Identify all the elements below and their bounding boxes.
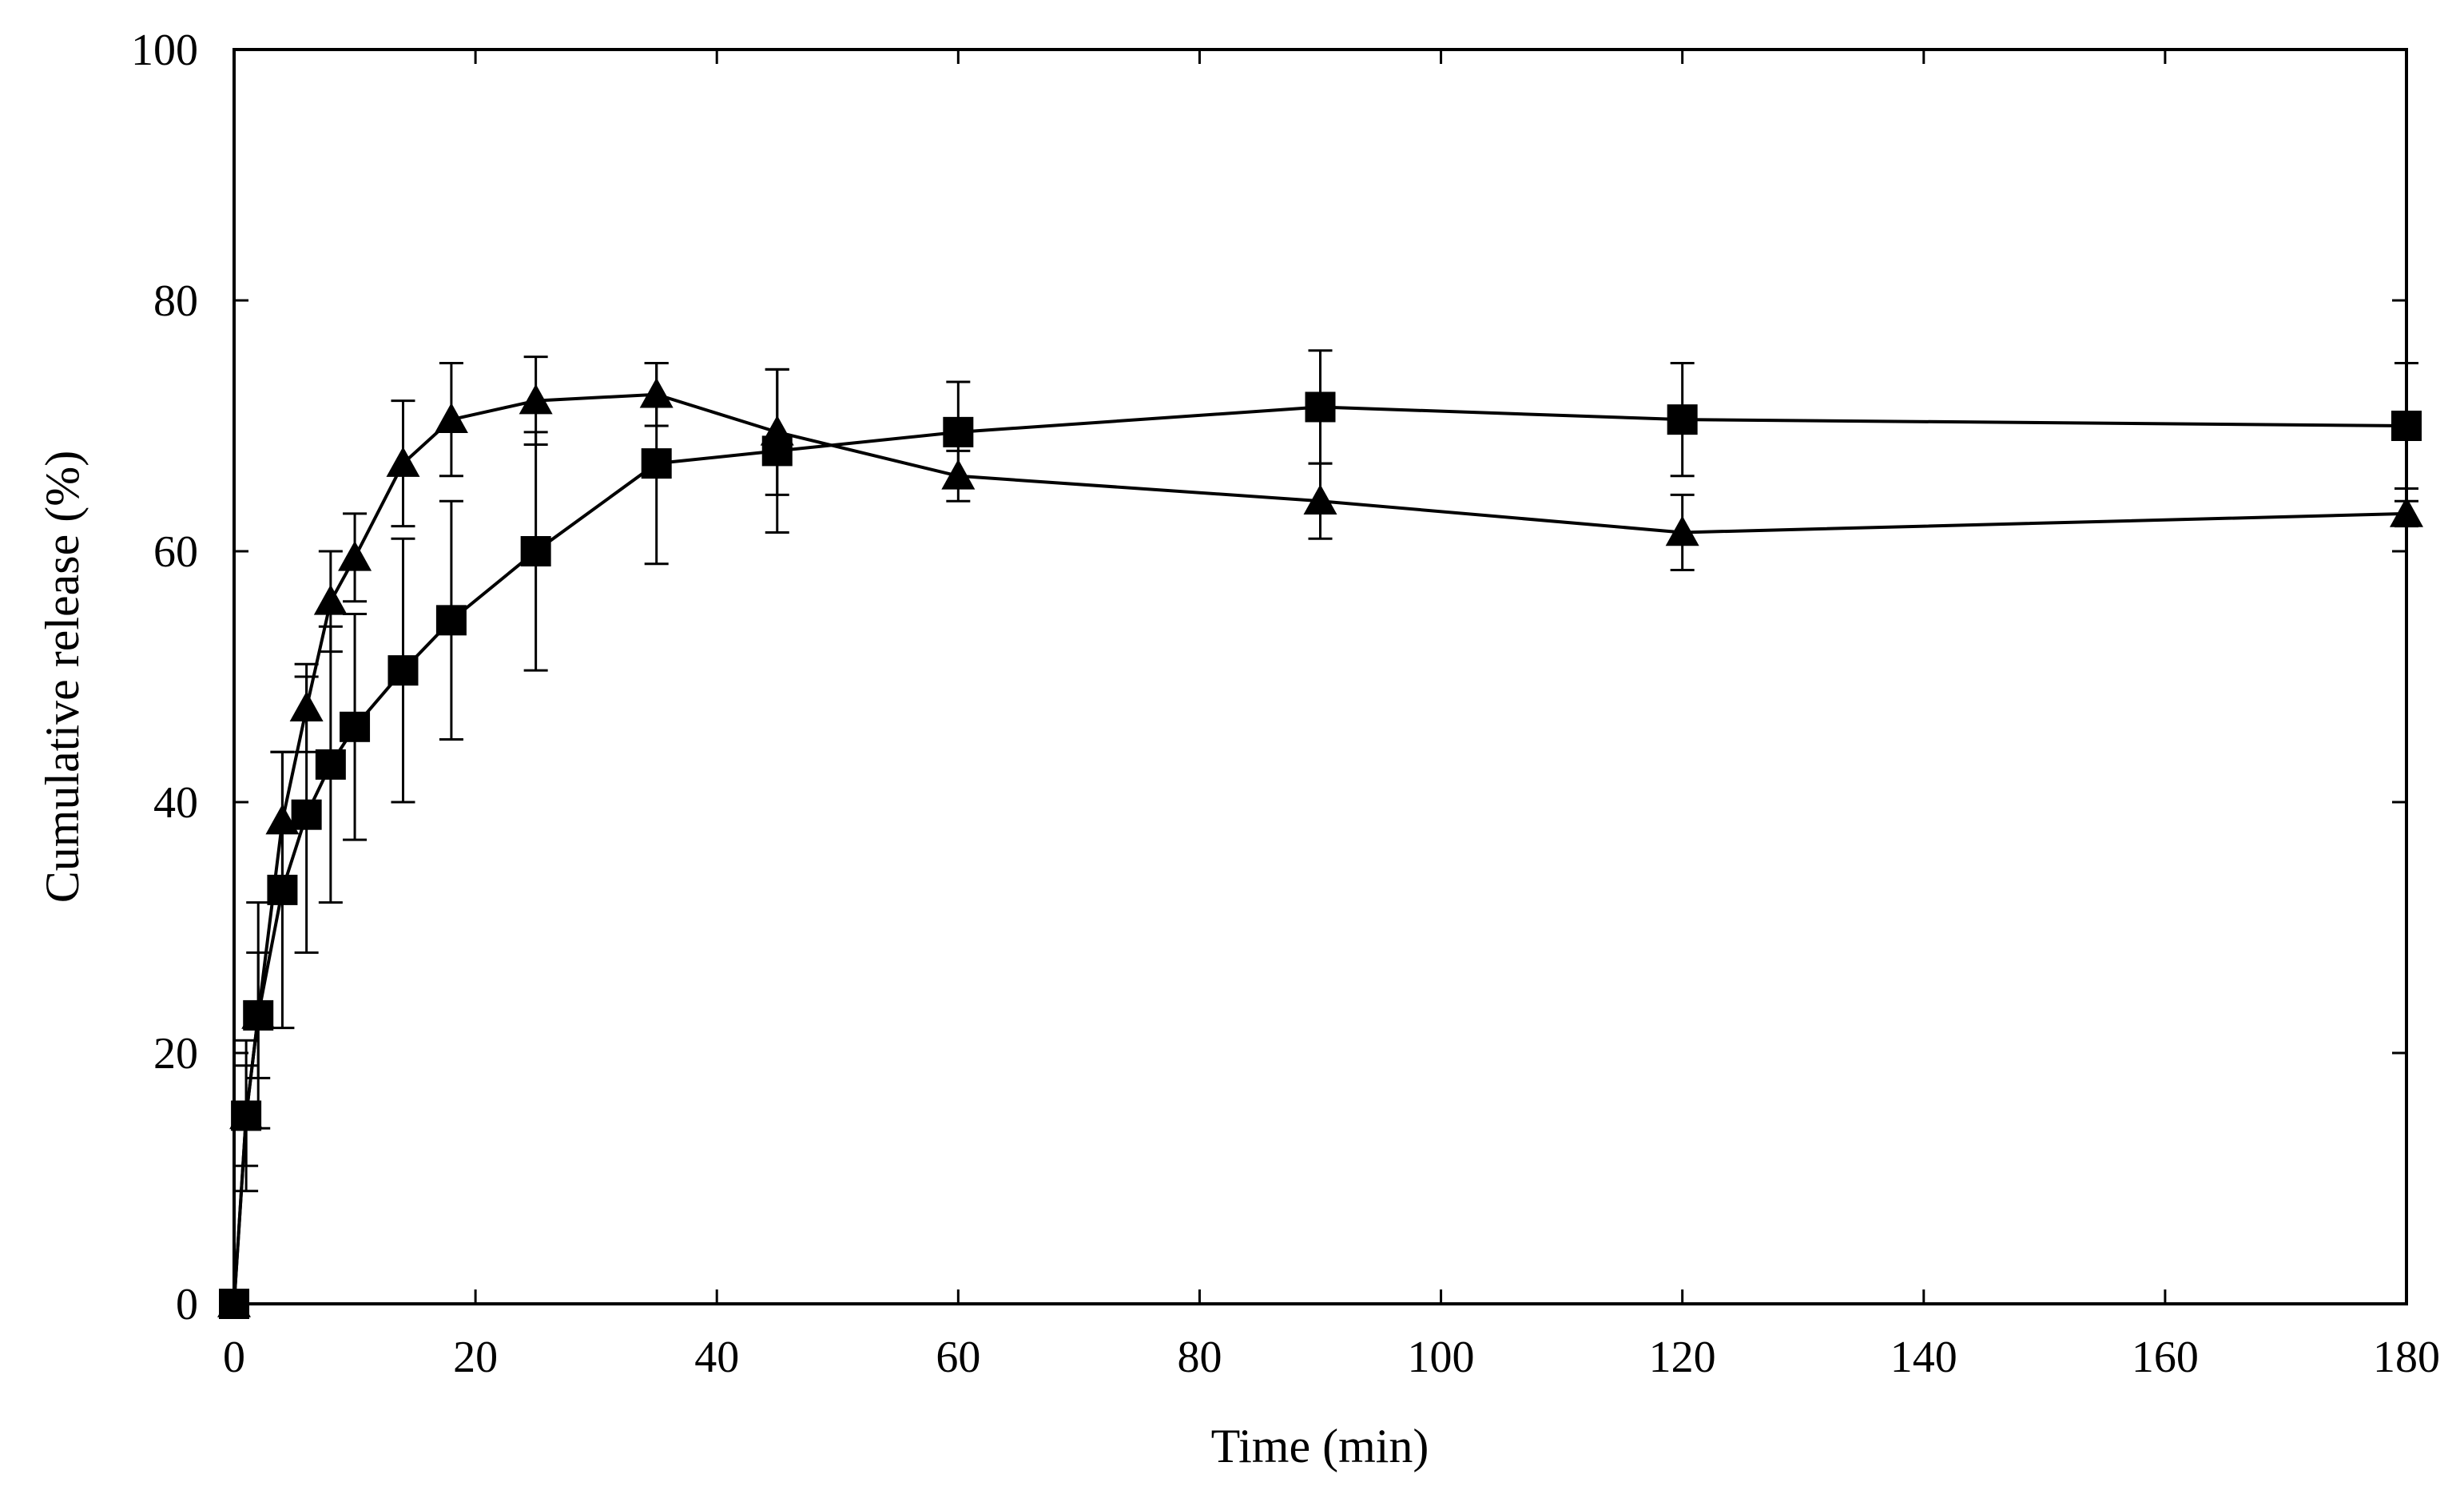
x-tick-label: 20 — [453, 1333, 498, 1382]
data-point-triangle — [1303, 484, 1337, 515]
data-point-triangle — [2390, 496, 2423, 527]
data-point-square — [520, 536, 551, 566]
data-point-triangle — [241, 998, 276, 1029]
data-point-triangle — [289, 691, 324, 722]
data-point-triangle — [386, 447, 420, 477]
data-point-triangle — [941, 459, 976, 490]
data-point-square — [641, 448, 672, 479]
data-point-triangle — [1665, 515, 1699, 546]
x-tick-label: 60 — [936, 1333, 980, 1382]
data-point-square — [2391, 411, 2422, 441]
data-point-square — [435, 605, 467, 636]
y-tick-label: 0 — [176, 1280, 198, 1329]
y-tick-label: 20 — [153, 1029, 198, 1079]
plot-frame — [232, 48, 2408, 1305]
y-tick-label: 60 — [153, 527, 198, 577]
data-point-triangle — [338, 540, 372, 571]
x-tick-label: 80 — [1177, 1333, 1222, 1382]
x-tick-label: 0 — [223, 1333, 245, 1382]
series-line — [232, 392, 2407, 1305]
data-point-square — [387, 655, 419, 686]
y-tick-label: 40 — [153, 778, 198, 828]
data-point-square — [1667, 404, 1698, 435]
y-tick-label: 100 — [131, 26, 198, 75]
x-tick-label: 160 — [2132, 1333, 2199, 1382]
x-tick-label: 180 — [2373, 1333, 2440, 1382]
y-tick-label: 80 — [153, 276, 198, 326]
data-point-square — [1305, 391, 1336, 423]
data-point-triangle — [760, 415, 794, 446]
series-triangle — [217, 356, 2423, 1317]
data-point-triangle — [229, 1099, 264, 1130]
data-point-square — [315, 749, 346, 780]
data-point-triangle — [519, 383, 553, 415]
series-square — [219, 349, 2422, 1319]
x-tick-label: 100 — [1408, 1333, 1475, 1382]
data-point-square — [340, 711, 371, 742]
y-axis-title: Cumulative release (%) — [36, 451, 89, 903]
series-layer — [217, 349, 2423, 1319]
axis-ticks: 0 20 40 60 80 100 120 140 160 180 0 20 40 60 80 100 — [131, 26, 2440, 1382]
data-point-triangle — [434, 403, 468, 433]
data-point-triangle — [217, 1287, 251, 1317]
x-tick-label: 120 — [1649, 1333, 1716, 1382]
data-point-square — [291, 799, 322, 830]
x-tick-label: 140 — [1890, 1333, 1957, 1382]
x-tick-label: 40 — [694, 1333, 739, 1382]
data-point-triangle — [265, 804, 300, 835]
data-point-square — [943, 416, 974, 447]
x-axis-title: Time (min) — [1211, 1420, 1429, 1472]
series-line — [232, 405, 2407, 1305]
data-point-triangle — [313, 584, 348, 615]
data-point-triangle — [639, 377, 674, 408]
